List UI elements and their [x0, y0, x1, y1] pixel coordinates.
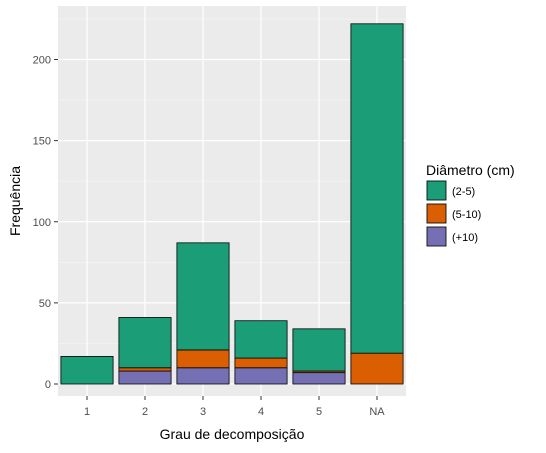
bar-segment-NA-5-10 — [350, 352, 404, 385]
x-tick-label: 5 — [316, 406, 322, 418]
y-tick-label: 50 — [39, 298, 51, 310]
legend-swatch — [426, 203, 447, 224]
x-tick-label: 2 — [142, 406, 148, 418]
bar-segment-2-5-10 — [118, 367, 172, 372]
legend-label: (5-10) — [452, 209, 481, 221]
x-axis-title: Grau de decomposição — [160, 426, 305, 442]
x-tick-label: 1 — [84, 406, 90, 418]
bar-segment-2-+10 — [118, 370, 172, 385]
x-tick-label: 4 — [258, 406, 264, 418]
bar-segment-NA-2-5 — [350, 23, 404, 354]
y-axis: 0 50 100 150 200 — [33, 55, 58, 391]
y-axis-title: Frequência — [7, 166, 23, 236]
bar-segment-3-5-10 — [176, 349, 230, 369]
x-tick-label: 3 — [200, 406, 206, 418]
legend-title: Diâmetro (cm) — [426, 162, 515, 178]
bar-segment-4-2-5 — [234, 320, 288, 359]
bar-segment-1-2-5 — [60, 356, 114, 385]
y-tick-label: 150 — [33, 136, 51, 148]
legend-label: (2-5) — [452, 186, 475, 198]
y-tick-label: 200 — [33, 55, 51, 67]
bar-segment-5-2-5 — [292, 328, 346, 372]
bar-segment-2-2-5 — [118, 317, 172, 369]
bars — [60, 23, 404, 385]
x-axis: 1 2 3 4 5 NA — [84, 396, 385, 418]
bar-segment-3-+10 — [176, 367, 230, 385]
legend-swatch — [426, 226, 447, 247]
bar-segment-4-5-10 — [234, 357, 288, 369]
legend-swatch — [426, 180, 447, 201]
legend-label: (+10) — [452, 232, 478, 244]
x-tick-label: NA — [369, 406, 385, 418]
bar-segment-4-+10 — [234, 367, 288, 385]
legend: Diâmetro (cm) (2-5) (5-10) (+10) — [426, 162, 515, 247]
y-tick-label: 0 — [45, 379, 51, 391]
y-tick-label: 100 — [33, 217, 51, 229]
bar-segment-5-+10 — [292, 372, 346, 385]
minor-gridlines — [58, 18, 406, 344]
bar-segment-3-2-5 — [176, 242, 230, 351]
plot-panel — [58, 6, 406, 396]
